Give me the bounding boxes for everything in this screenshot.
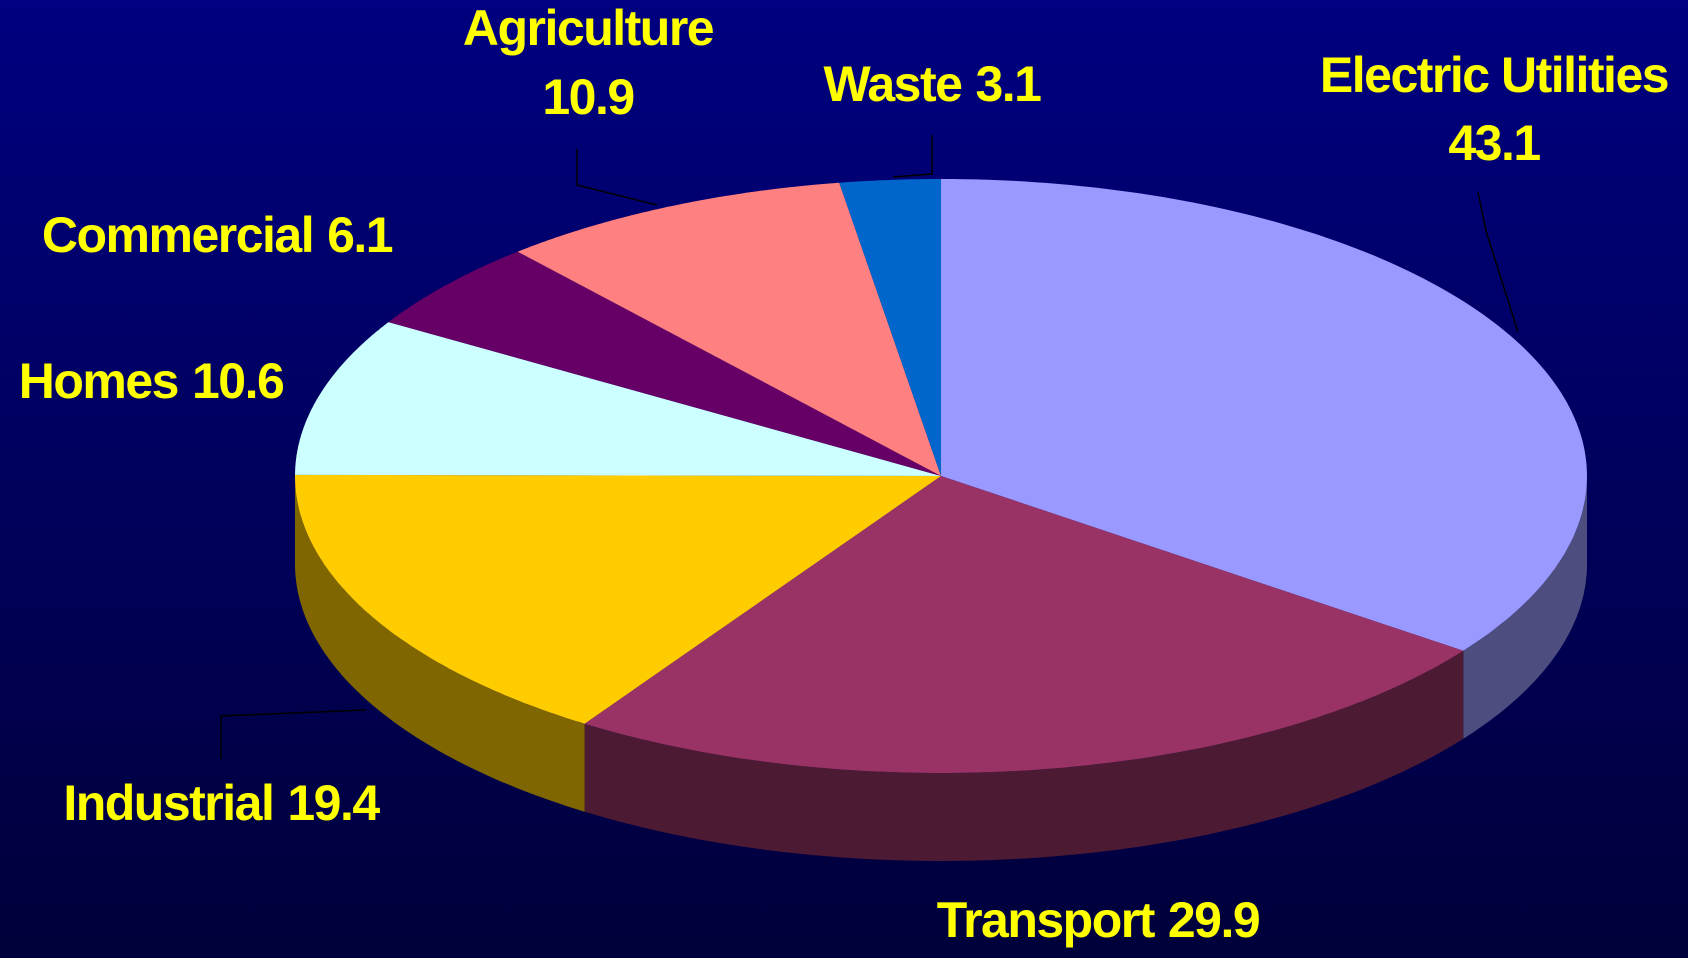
slice [388,251,941,476]
slice-label: Transport 29.9 [937,892,1259,948]
pie-sides [295,476,1587,861]
leader-line [1477,191,1519,333]
slice-label: Electric Utilities 43.1 [1320,47,1668,171]
slice-label-name: Industrial [63,775,273,831]
slice-label-value: 19.4 [287,775,380,831]
leader-line [892,135,933,178]
slice-label-value: 3.1 [975,56,1041,112]
slice-label-value: 6.1 [327,207,393,263]
slice-label-value: 10.9 [542,69,633,125]
slice-label-name: Commercial [42,207,313,263]
slice-label-value: 10.6 [192,353,283,409]
slice-label: Waste 3.1 [824,56,1042,112]
slice-label: Industrial 19.4 [63,775,380,831]
leader-line [576,149,658,206]
slice-label-name: Waste [824,56,963,112]
leader-lines [220,135,1519,759]
slice-label-name: Agriculture [463,0,714,56]
slice-side [295,476,585,812]
slice [839,179,941,476]
labels: Electric Utilities 43.1 Transport 29.9 Indus… [19,0,1670,948]
slice [584,476,1464,773]
leader-line [220,709,367,759]
slice [517,182,941,476]
slice-label: Commercial 6.1 [42,207,393,263]
slice-label: Homes 10.6 [19,353,284,409]
pie-tops [295,179,1587,773]
slice-label-name: Homes [19,353,178,409]
slice-label: Agriculture 10.9 [463,0,714,125]
slice [295,322,941,476]
slice [941,179,1587,651]
slice [295,474,941,724]
slice-label-name: Electric Utilities [1320,47,1668,103]
slice-side [584,650,1464,861]
slice-label-value: 43.1 [1448,115,1540,171]
slice-label-name: Transport [937,892,1156,948]
slice-label-value: 29.9 [1168,892,1259,948]
slice-side [1463,476,1587,739]
